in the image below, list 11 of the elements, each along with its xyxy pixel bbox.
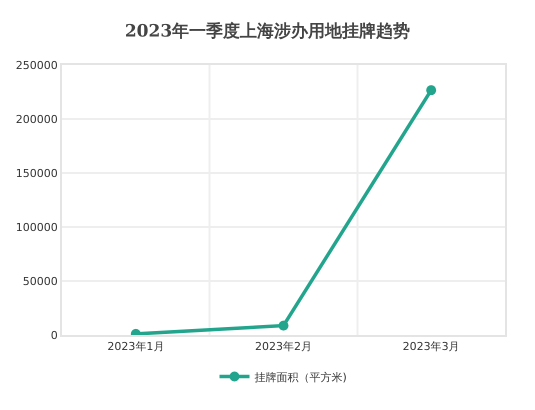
y-tick-label: 50000 — [22, 274, 58, 288]
y-tick-label: 150000 — [16, 166, 58, 180]
y-tick-label: 100000 — [16, 220, 58, 234]
y-tick-label: 250000 — [16, 58, 58, 72]
x-tick-label: 2023年3月 — [402, 340, 460, 354]
x-tick-label: 2023年1月 — [107, 340, 164, 354]
x-tick-label: 2023年2月 — [255, 340, 312, 354]
y-tick-label: 0 — [50, 328, 58, 342]
chart-title: 2023年一季度上海涉办用地挂牌趋势 — [124, 22, 410, 42]
y-tick-label: 200000 — [16, 112, 58, 126]
legend-label: 挂牌面积（平方米) — [254, 370, 347, 384]
